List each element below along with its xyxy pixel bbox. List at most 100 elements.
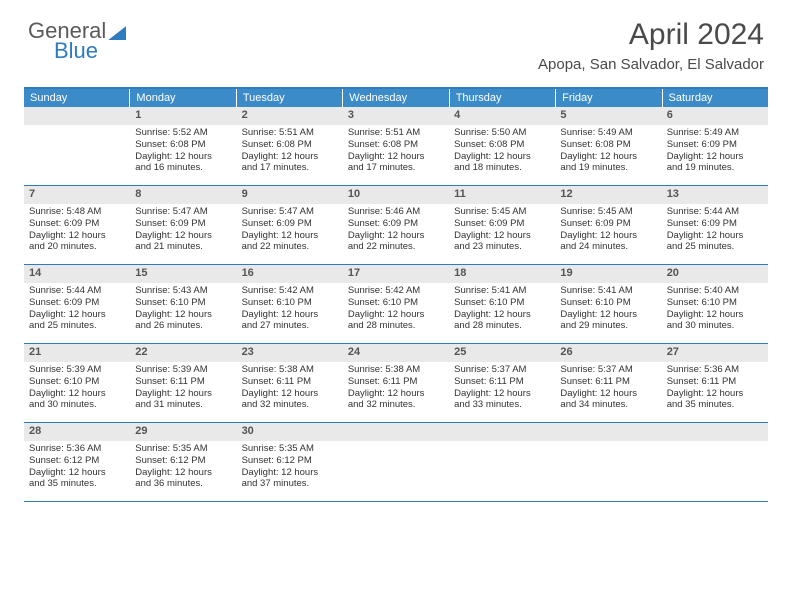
day-number — [343, 423, 449, 441]
day-info-line: and 34 minutes. — [560, 399, 656, 411]
day-body: Sunrise: 5:38 AMSunset: 6:11 PMDaylight:… — [343, 362, 449, 416]
day-info-line: and 30 minutes. — [667, 320, 763, 332]
day-cell: 17Sunrise: 5:42 AMSunset: 6:10 PMDayligh… — [343, 265, 449, 343]
day-number: 23 — [237, 344, 343, 362]
day-cell: 10Sunrise: 5:46 AMSunset: 6:09 PMDayligh… — [343, 186, 449, 264]
day-cell: 16Sunrise: 5:42 AMSunset: 6:10 PMDayligh… — [237, 265, 343, 343]
day-cell: 12Sunrise: 5:45 AMSunset: 6:09 PMDayligh… — [555, 186, 661, 264]
day-info-line: Sunset: 6:12 PM — [135, 455, 231, 467]
day-number: 2 — [237, 107, 343, 125]
day-body: Sunrise: 5:41 AMSunset: 6:10 PMDaylight:… — [449, 283, 555, 337]
day-number: 1 — [130, 107, 236, 125]
day-number: 15 — [130, 265, 236, 283]
day-body: Sunrise: 5:52 AMSunset: 6:08 PMDaylight:… — [130, 125, 236, 179]
day-info-line: Daylight: 12 hours — [348, 230, 444, 242]
day-cell: 22Sunrise: 5:39 AMSunset: 6:11 PMDayligh… — [130, 344, 236, 422]
day-info-line: Sunset: 6:10 PM — [454, 297, 550, 309]
day-info-line: and 30 minutes. — [29, 399, 125, 411]
day-info-line: Sunset: 6:11 PM — [667, 376, 763, 388]
day-number: 16 — [237, 265, 343, 283]
day-body — [24, 125, 130, 131]
day-info-line: and 32 minutes. — [348, 399, 444, 411]
day-cell: 23Sunrise: 5:38 AMSunset: 6:11 PMDayligh… — [237, 344, 343, 422]
day-info-line: Sunrise: 5:47 AM — [242, 206, 338, 218]
day-info-line: and 22 minutes. — [348, 241, 444, 253]
day-info-line: Daylight: 12 hours — [667, 388, 763, 400]
day-number: 27 — [662, 344, 768, 362]
day-info-line: Sunset: 6:08 PM — [560, 139, 656, 151]
day-info-line: and 19 minutes. — [560, 162, 656, 174]
week-row: 21Sunrise: 5:39 AMSunset: 6:10 PMDayligh… — [24, 344, 768, 423]
day-number: 30 — [237, 423, 343, 441]
day-number: 10 — [343, 186, 449, 204]
day-body: Sunrise: 5:45 AMSunset: 6:09 PMDaylight:… — [449, 204, 555, 258]
day-info-line: Sunrise: 5:35 AM — [242, 443, 338, 455]
day-body: Sunrise: 5:50 AMSunset: 6:08 PMDaylight:… — [449, 125, 555, 179]
day-number — [24, 107, 130, 125]
weeks-container: 1Sunrise: 5:52 AMSunset: 6:08 PMDaylight… — [24, 107, 768, 502]
day-info-line: Sunrise: 5:41 AM — [560, 285, 656, 297]
day-info-line: Sunset: 6:09 PM — [29, 218, 125, 230]
day-info-line: Daylight: 12 hours — [242, 467, 338, 479]
day-number — [662, 423, 768, 441]
day-info-line: Sunset: 6:11 PM — [135, 376, 231, 388]
day-info-line: Daylight: 12 hours — [242, 388, 338, 400]
day-info-line: Sunset: 6:08 PM — [242, 139, 338, 151]
day-info-line: Sunset: 6:08 PM — [454, 139, 550, 151]
day-info-line: Daylight: 12 hours — [135, 467, 231, 479]
day-info-line: and 27 minutes. — [242, 320, 338, 332]
header: General Blue April 2024 Apopa, San Salva… — [0, 0, 792, 77]
day-info-line: Daylight: 12 hours — [667, 309, 763, 321]
day-body: Sunrise: 5:35 AMSunset: 6:12 PMDaylight:… — [130, 441, 236, 495]
day-cell: 29Sunrise: 5:35 AMSunset: 6:12 PMDayligh… — [130, 423, 236, 501]
day-info-line: and 18 minutes. — [454, 162, 550, 174]
day-cell — [555, 423, 661, 501]
day-info-line: Daylight: 12 hours — [135, 230, 231, 242]
day-cell: 2Sunrise: 5:51 AMSunset: 6:08 PMDaylight… — [237, 107, 343, 185]
day-number: 12 — [555, 186, 661, 204]
day-body — [662, 441, 768, 447]
day-info-line: Daylight: 12 hours — [242, 309, 338, 321]
day-info-line: Sunrise: 5:52 AM — [135, 127, 231, 139]
day-number: 3 — [343, 107, 449, 125]
day-number: 21 — [24, 344, 130, 362]
day-cell: 9Sunrise: 5:47 AMSunset: 6:09 PMDaylight… — [237, 186, 343, 264]
day-cell: 15Sunrise: 5:43 AMSunset: 6:10 PMDayligh… — [130, 265, 236, 343]
day-info-line: Sunrise: 5:46 AM — [348, 206, 444, 218]
day-info-line: and 36 minutes. — [135, 478, 231, 490]
day-info-line: and 37 minutes. — [242, 478, 338, 490]
day-info-line: and 26 minutes. — [135, 320, 231, 332]
day-info-line: Sunset: 6:09 PM — [29, 297, 125, 309]
day-info-line: Sunrise: 5:49 AM — [667, 127, 763, 139]
day-info-line: Daylight: 12 hours — [454, 230, 550, 242]
day-number: 25 — [449, 344, 555, 362]
day-number — [449, 423, 555, 441]
weekday-header: Thursday — [450, 89, 556, 107]
day-cell: 1Sunrise: 5:52 AMSunset: 6:08 PMDaylight… — [130, 107, 236, 185]
day-body: Sunrise: 5:40 AMSunset: 6:10 PMDaylight:… — [662, 283, 768, 337]
day-info-line: Daylight: 12 hours — [454, 388, 550, 400]
day-info-line: Daylight: 12 hours — [560, 388, 656, 400]
day-info-line: Sunrise: 5:51 AM — [242, 127, 338, 139]
day-body: Sunrise: 5:39 AMSunset: 6:11 PMDaylight:… — [130, 362, 236, 416]
day-info-line: and 35 minutes. — [29, 478, 125, 490]
day-info-line: Sunrise: 5:36 AM — [29, 443, 125, 455]
day-cell: 5Sunrise: 5:49 AMSunset: 6:08 PMDaylight… — [555, 107, 661, 185]
day-info-line: Daylight: 12 hours — [454, 151, 550, 163]
day-body: Sunrise: 5:35 AMSunset: 6:12 PMDaylight:… — [237, 441, 343, 495]
day-cell: 14Sunrise: 5:44 AMSunset: 6:09 PMDayligh… — [24, 265, 130, 343]
day-info-line: Daylight: 12 hours — [29, 388, 125, 400]
day-info-line: Sunset: 6:10 PM — [242, 297, 338, 309]
day-cell: 19Sunrise: 5:41 AMSunset: 6:10 PMDayligh… — [555, 265, 661, 343]
day-body: Sunrise: 5:41 AMSunset: 6:10 PMDaylight:… — [555, 283, 661, 337]
day-info-line: Sunrise: 5:48 AM — [29, 206, 125, 218]
day-info-line: Sunrise: 5:44 AM — [667, 206, 763, 218]
week-row: 1Sunrise: 5:52 AMSunset: 6:08 PMDaylight… — [24, 107, 768, 186]
day-number: 13 — [662, 186, 768, 204]
day-cell: 30Sunrise: 5:35 AMSunset: 6:12 PMDayligh… — [237, 423, 343, 501]
week-row: 14Sunrise: 5:44 AMSunset: 6:09 PMDayligh… — [24, 265, 768, 344]
day-info-line: and 20 minutes. — [29, 241, 125, 253]
day-cell: 13Sunrise: 5:44 AMSunset: 6:09 PMDayligh… — [662, 186, 768, 264]
day-info-line: and 16 minutes. — [135, 162, 231, 174]
day-number: 24 — [343, 344, 449, 362]
